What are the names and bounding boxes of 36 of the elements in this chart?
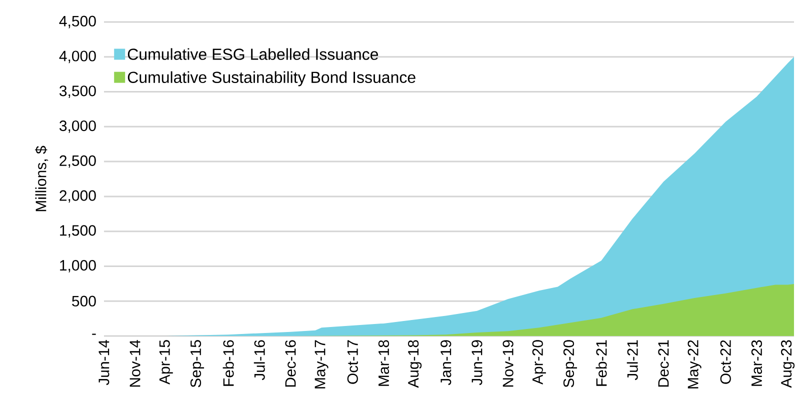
x-tick-label: Jul-21 [626,340,638,380]
x-tick-label: Jan-19 [440,340,452,386]
y-tick-label: - [92,334,96,335]
legend-label: Cumulative Sustainability Bond Issuance [128,71,416,86]
y-tick-label: 1,500 [60,225,96,238]
y-tick-label: 1,000 [60,260,96,272]
x-tick-label: Feb-21 [596,340,607,386]
x-tick-label: Feb-16 [222,340,234,386]
x-tick-label: Aug-23 [780,340,795,388]
x-tick-label: Mar-23 [751,340,762,386]
x-tick-label: Apr-20 [532,340,546,385]
x-tick-label: Dec-16 [285,340,296,387]
x-tick-label: Mar-18 [378,340,390,386]
y-tick-label: 3,500 [59,86,96,98]
x-tick-label: Jul-16 [254,340,265,380]
x-tick-label: Nov-19 [502,340,514,387]
x-tick-label: Apr-15 [159,340,173,385]
x-tick-label: Oct-22 [720,340,731,384]
y-axis-title: Millions, $ [35,146,48,212]
x-tick-label: Jun-19 [472,340,482,386]
y-tick-label: 2,500 [60,155,96,168]
legend-label: Cumulative ESG Labelled Issuance [128,48,378,60]
y-tick-label: 500 [72,296,96,306]
x-tick-label: Oct-17 [347,340,358,384]
x-tick-label: Sep-20 [563,340,578,388]
y-tick-label: 2,000 [60,190,96,203]
y-tick-label: 4,500 [59,16,96,28]
x-tick-label: Sep-15 [190,340,204,388]
x-tick-label: Jun-14 [98,340,110,386]
x-tick-label: Aug-18 [408,340,422,388]
x-tick-label: May-22 [688,340,702,388]
x-tick-label: Dec-21 [658,340,669,387]
y-tick-label: 4,000 [59,50,96,64]
x-tick-label: May-17 [314,340,328,388]
x-tick-label: Nov-14 [130,340,140,387]
y-tick-label: 3,000 [59,120,96,133]
